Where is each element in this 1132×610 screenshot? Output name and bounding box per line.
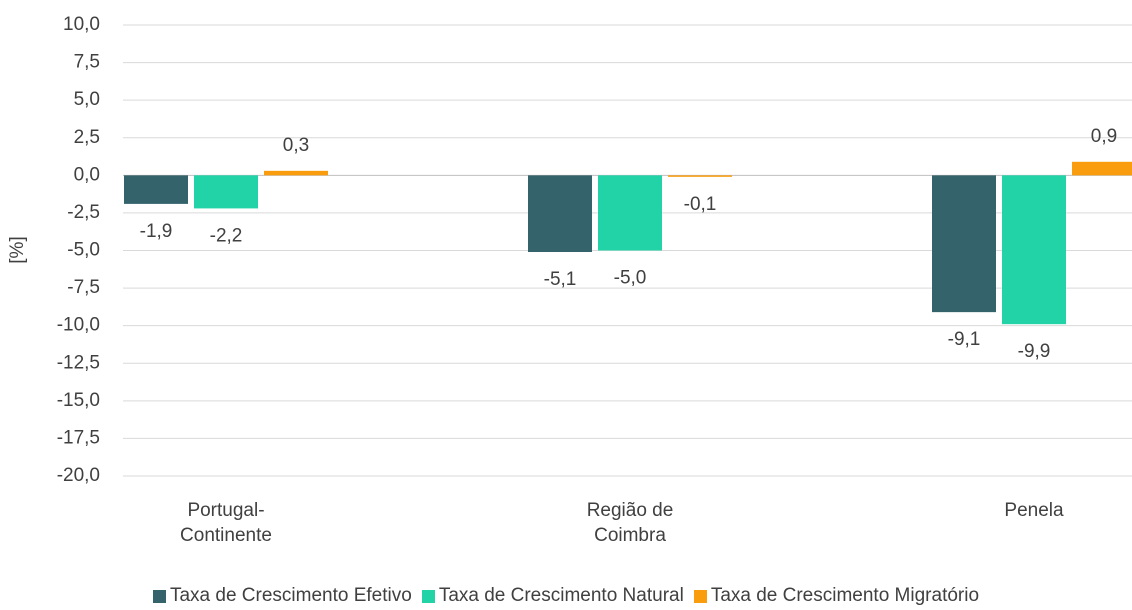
y-tick-label: -7,5 <box>67 277 100 298</box>
y-axis-label: [%] <box>7 236 28 263</box>
legend-swatch <box>421 589 435 603</box>
bar <box>194 175 258 209</box>
legend-label: Taxa de Crescimento Migratório <box>710 585 980 606</box>
legend-item: Taxa de Crescimento Migratório <box>693 585 980 607</box>
bar <box>598 175 662 251</box>
legend-item: Taxa de Crescimento Natural <box>421 585 684 607</box>
bar <box>1002 175 1066 325</box>
y-tick-label: 10,0 <box>63 14 100 35</box>
data-label: -5,1 <box>544 269 577 290</box>
legend: Taxa de Crescimento Efetivo Taxa de Cresc… <box>0 585 1132 607</box>
x-tick-label: Região de Coimbra <box>586 500 674 546</box>
data-label: -2,2 <box>210 225 243 246</box>
data-label: -0,1 <box>684 194 717 215</box>
y-tick-label: -17,5 <box>57 427 100 448</box>
legend-swatch <box>693 589 707 603</box>
data-label: 0,9 <box>1091 126 1117 147</box>
legend-swatch <box>152 589 166 603</box>
legend-item: Taxa de Crescimento Efetivo <box>152 585 412 607</box>
legend-label: Taxa de Crescimento Natural <box>438 585 684 606</box>
data-label: -5,0 <box>614 268 647 289</box>
data-label: -9,9 <box>1018 341 1051 362</box>
data-label: 0,3 <box>283 135 309 156</box>
y-tick-label: -5,0 <box>67 240 100 261</box>
y-tick-label: -2,5 <box>67 202 100 223</box>
legend-label: Taxa de Crescimento Efetivo <box>169 585 412 606</box>
bar <box>264 170 328 176</box>
data-label: -1,9 <box>140 221 173 242</box>
bar <box>124 175 188 204</box>
y-tick-label: 0,0 <box>74 164 100 185</box>
y-tick-label: -20,0 <box>57 465 100 486</box>
x-tick-label: Portugal-Continente <box>180 500 272 546</box>
y-tick-label: 5,0 <box>74 89 100 110</box>
y-tick-label: -12,5 <box>57 352 100 373</box>
y-tick-label: 2,5 <box>74 127 100 148</box>
x-tick-label: Penela <box>1004 500 1064 521</box>
bar <box>528 175 592 253</box>
y-tick-label: -10,0 <box>57 315 100 336</box>
y-tick-label: 7,5 <box>74 52 100 73</box>
bar <box>668 175 732 177</box>
bar <box>1072 161 1132 176</box>
y-tick-label: -15,0 <box>57 390 100 411</box>
bar <box>932 175 996 313</box>
data-label: -9,1 <box>948 329 981 350</box>
